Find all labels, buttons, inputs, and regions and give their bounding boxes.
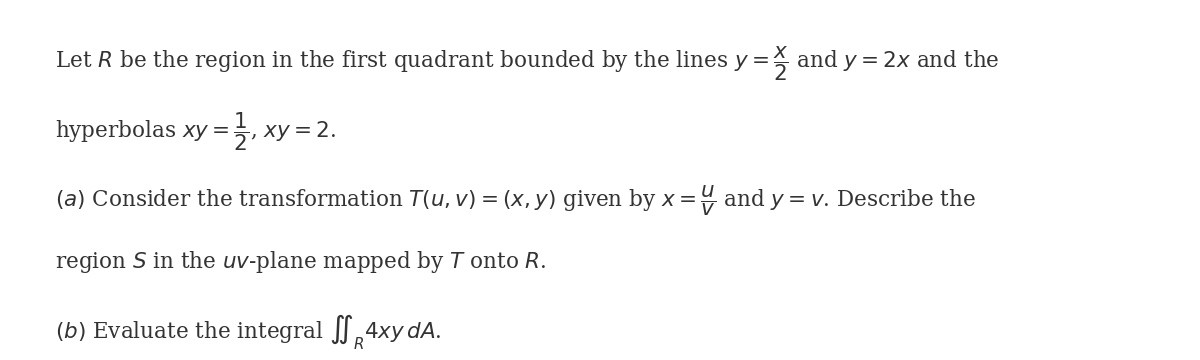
Text: Let $R$ be the region in the first quadrant bounded by the lines $y = \dfrac{x}{: Let $R$ be the region in the first quadr… (55, 44, 1000, 83)
Text: hyperbolas $xy = \dfrac{1}{2}$, $xy = 2$.: hyperbolas $xy = \dfrac{1}{2}$, $xy = 2$… (55, 110, 336, 153)
Text: $(b)$ Evaluate the integral $\iint_R 4xy\,dA$.: $(b)$ Evaluate the integral $\iint_R 4xy… (55, 312, 442, 352)
Text: $(a)$ Consider the transformation $T(u, v) = (x, y)$ given by $x = \dfrac{u}{v}$: $(a)$ Consider the transformation $T(u, … (55, 183, 977, 218)
Text: region $S$ in the $uv$-plane mapped by $T$ onto $R$.: region $S$ in the $uv$-plane mapped by $… (55, 249, 547, 275)
